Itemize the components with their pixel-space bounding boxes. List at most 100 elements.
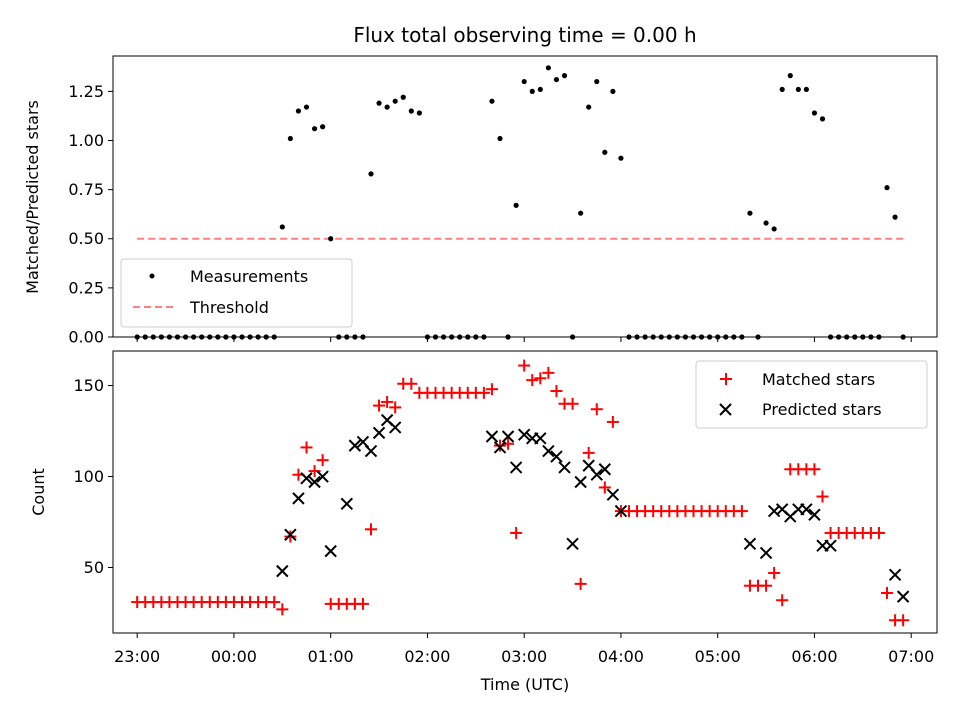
measurement-point <box>328 236 334 242</box>
predicted-star-point <box>542 444 555 458</box>
matched-star-point <box>776 594 789 607</box>
bottom-legend: Matched stars Predicted stars <box>695 360 928 429</box>
predicted-star-point <box>566 537 579 551</box>
bottom-ytick-label: 150 <box>73 376 104 395</box>
predicted-star-point <box>372 426 386 440</box>
bottom-xtick-label: 03:00 <box>501 647 547 666</box>
matched-star-point <box>574 577 587 590</box>
predicted-star-point <box>493 441 507 454</box>
top-axes-frame <box>112 55 938 338</box>
measurement-point <box>811 110 818 116</box>
matched-star-point <box>534 372 547 385</box>
legend-measurements-label: Measurements <box>190 267 308 286</box>
measurement-point <box>787 73 793 79</box>
top-ytick-label: 0.00 <box>68 328 104 347</box>
matched-star-point <box>381 395 394 408</box>
measurement-point <box>529 88 535 94</box>
predicted-star-point <box>324 544 337 558</box>
top-legend: Measurements Threshold <box>120 258 353 328</box>
bottom-xticks: 23:00 00:00 01:00 02:00 03:00 04:00 05:00 06:00… <box>114 633 934 666</box>
predicted-star-point <box>590 468 603 481</box>
measurement-point <box>578 210 584 216</box>
matched-star-point <box>735 505 748 518</box>
bottom-xtick-label: 04:00 <box>598 647 644 666</box>
predicted-star-point <box>284 528 297 541</box>
top-ytick-label: 0.25 <box>68 278 104 297</box>
matched-star-point <box>808 463 821 476</box>
predicted-star-point <box>276 564 289 578</box>
bottom-xtick-label: 02:00 <box>404 647 450 666</box>
measurement-point <box>376 100 382 106</box>
matched-star-point <box>316 454 329 467</box>
matched-star-point <box>300 441 313 454</box>
bottom-legend-box <box>695 360 928 429</box>
measurement-point <box>416 110 422 116</box>
bottom-xtick-label: 00:00 <box>211 647 257 666</box>
predicted-star-point <box>759 546 773 560</box>
top-xticks <box>136 337 912 342</box>
predicted-star-point <box>501 430 515 443</box>
measurement-point <box>771 226 777 232</box>
matched-star-point <box>373 399 386 412</box>
measurement-point <box>610 88 616 94</box>
measurement-point <box>602 149 608 155</box>
predicted-star-point <box>888 568 902 581</box>
measurement-point <box>303 104 310 110</box>
measurement-point <box>368 171 374 177</box>
legend-matched-label: Matched stars <box>762 370 875 389</box>
measurement-point <box>884 185 890 191</box>
measurement-point <box>311 126 318 132</box>
measurement-point <box>497 135 503 142</box>
top-ytick-label: 0.50 <box>68 229 104 248</box>
measurement-point <box>400 94 406 100</box>
predicted-star-point <box>550 450 563 463</box>
matched-star-point <box>389 401 402 414</box>
predicted-star-point <box>316 470 329 483</box>
matched-star-point <box>356 597 369 610</box>
matched-star-point <box>494 439 507 452</box>
measurement-point <box>295 108 302 114</box>
measurement-point <box>537 86 543 93</box>
bottom-xtick-label: 07:00 <box>888 647 934 666</box>
measurement-point <box>553 76 560 83</box>
predicted-star-point <box>292 492 305 505</box>
predicted-star-point <box>598 463 612 476</box>
bottom-xtick-label: 06:00 <box>791 647 837 666</box>
predicted-star-point <box>606 488 620 501</box>
predicted-star-point <box>534 432 547 445</box>
matched-star-point <box>590 403 603 416</box>
predicted-star-point <box>800 503 813 516</box>
bottom-ylabel: Count <box>29 468 48 516</box>
matched-star-point <box>477 386 490 399</box>
top-ytick-label: 1.00 <box>68 131 104 150</box>
top-ytick-label: 0.75 <box>68 180 104 199</box>
measurement-point <box>521 78 527 85</box>
top-ytick-label: 1.25 <box>68 82 104 101</box>
predicted-star-point <box>808 508 821 521</box>
matched-star-point <box>606 415 619 428</box>
measurement-point <box>795 86 801 93</box>
matched-star-point <box>768 566 781 579</box>
measurement-point <box>489 98 495 104</box>
legend-predicted-marker <box>719 403 732 416</box>
matched-star-point <box>566 397 579 410</box>
predicted-star-point <box>348 439 362 452</box>
matched-star-point <box>365 523 378 536</box>
matched-star-point <box>276 603 289 616</box>
bottom-xlabel: Time (UTC) <box>480 675 569 694</box>
predicted-star-point <box>574 475 587 489</box>
predicted-star-point <box>896 590 910 603</box>
measurement-point <box>747 210 753 216</box>
matched-star-point <box>897 614 910 627</box>
matched-star-point <box>526 374 539 387</box>
legend-measurements-marker <box>149 273 155 279</box>
measurement-point <box>763 220 769 226</box>
measurement-point <box>618 155 624 161</box>
predicted-star-point <box>614 504 628 518</box>
bottom-ytick-label: 50 <box>84 558 104 577</box>
matched-star-point <box>268 596 281 609</box>
measurement-point <box>892 214 898 220</box>
top-yticks: 0.00 0.25 0.50 0.75 1.00 1.25 <box>68 82 113 347</box>
measurement-point <box>279 224 285 230</box>
